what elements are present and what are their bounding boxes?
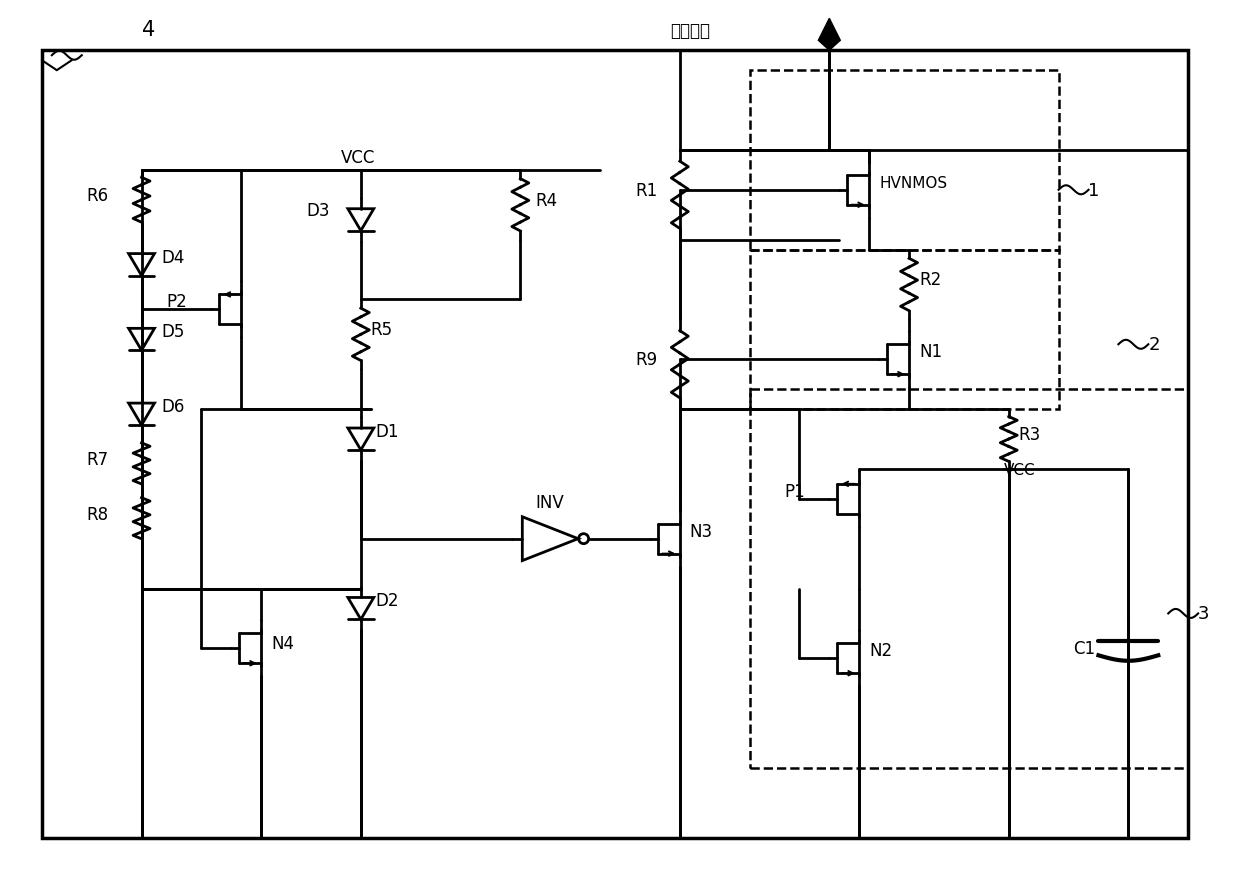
Text: P1: P1 bbox=[785, 482, 805, 501]
Text: R4: R4 bbox=[536, 191, 558, 209]
Text: D4: D4 bbox=[161, 249, 185, 266]
Text: R5: R5 bbox=[371, 321, 393, 339]
Text: D3: D3 bbox=[306, 202, 330, 220]
Text: N4: N4 bbox=[272, 634, 294, 653]
Text: D6: D6 bbox=[161, 398, 185, 415]
Text: R8: R8 bbox=[87, 505, 109, 523]
Text: N2: N2 bbox=[869, 641, 893, 660]
Text: VCC: VCC bbox=[1003, 462, 1035, 477]
Text: N1: N1 bbox=[919, 343, 942, 361]
Text: 3: 3 bbox=[1198, 605, 1210, 623]
Text: C1: C1 bbox=[1074, 640, 1096, 658]
Bar bbox=[750, 389, 1188, 768]
Text: R1: R1 bbox=[635, 182, 657, 200]
Text: N3: N3 bbox=[689, 522, 713, 540]
Text: D2: D2 bbox=[376, 592, 399, 610]
Text: D1: D1 bbox=[376, 422, 399, 441]
Bar bbox=[750, 71, 1059, 250]
Text: R2: R2 bbox=[919, 271, 941, 289]
Text: 1: 1 bbox=[1089, 182, 1100, 200]
Text: HVNMOS: HVNMOS bbox=[879, 176, 947, 190]
Text: 2: 2 bbox=[1148, 336, 1159, 354]
Polygon shape bbox=[818, 19, 841, 51]
Bar bbox=[750, 250, 1059, 409]
Text: P2: P2 bbox=[166, 293, 187, 311]
Text: D5: D5 bbox=[161, 323, 185, 341]
Text: VCC: VCC bbox=[341, 149, 376, 167]
Text: INV: INV bbox=[536, 494, 564, 511]
Text: 4: 4 bbox=[141, 20, 155, 40]
Text: R9: R9 bbox=[635, 351, 657, 368]
Text: R3: R3 bbox=[1019, 426, 1040, 443]
Text: R6: R6 bbox=[87, 187, 109, 204]
Text: 输入高压: 输入高压 bbox=[670, 23, 709, 40]
Text: R7: R7 bbox=[87, 450, 109, 468]
